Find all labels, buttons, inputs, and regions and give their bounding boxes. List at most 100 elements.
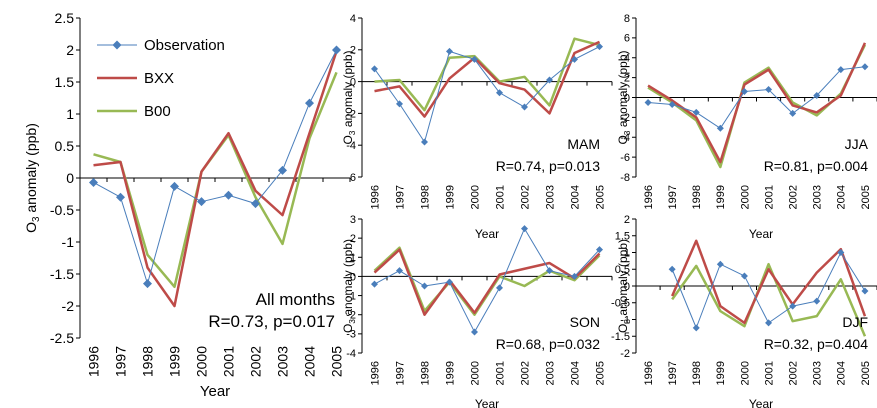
x-tick-label: 1997 bbox=[667, 185, 679, 209]
data-point bbox=[496, 284, 503, 292]
x-tick-label: 2002 bbox=[788, 185, 800, 209]
data-point bbox=[251, 199, 260, 209]
panel-jja: -8 -6 -4 -2 0 2 4 6 8 1996 1997 1998 1999 2000 2001 200… bbox=[616, 13, 877, 241]
y-tick-label: -8 bbox=[620, 172, 630, 184]
data-point bbox=[789, 302, 797, 310]
x-tick-label: 1999 bbox=[715, 185, 727, 209]
x-tick-label: 1998 bbox=[139, 346, 155, 377]
x-tick-label: 1997 bbox=[112, 346, 128, 377]
data-point bbox=[421, 138, 428, 146]
data-point bbox=[89, 177, 98, 187]
data-point bbox=[837, 66, 845, 74]
x-tick-label: 2000 bbox=[193, 346, 209, 377]
y-tick-label: -1 bbox=[62, 234, 75, 250]
data-point bbox=[668, 100, 676, 108]
y-tick-label: -6 bbox=[620, 152, 630, 164]
series-line-bxx bbox=[93, 50, 338, 308]
data-point bbox=[571, 55, 578, 63]
y-tick-label: 3 bbox=[350, 214, 356, 226]
legend-label: B00 bbox=[144, 103, 171, 120]
x-tick-label: 2001 bbox=[220, 346, 236, 377]
x-tick-label: 2003 bbox=[812, 185, 824, 209]
x-tick-label: 1997 bbox=[394, 185, 406, 209]
y-tick-label: 8 bbox=[624, 13, 630, 25]
y-tick-label: 2.5 bbox=[55, 10, 75, 26]
data-point bbox=[837, 249, 845, 256]
x-tick-label: 2000 bbox=[739, 185, 751, 209]
x-tick-label: 2004 bbox=[836, 185, 848, 209]
data-point bbox=[644, 98, 652, 106]
y-axis-title-o: O bbox=[341, 135, 355, 144]
y-tick-label: -3 bbox=[346, 329, 356, 341]
x-tick-label: 2003 bbox=[274, 346, 290, 377]
y-axis-title: O3 anomaly (ppb) bbox=[341, 239, 357, 333]
legend-label: Observation bbox=[144, 37, 225, 54]
series-line-observation bbox=[374, 46, 600, 143]
x-tick-label: 1998 bbox=[691, 185, 703, 209]
data-point bbox=[765, 319, 773, 327]
x-tick-label: 2005 bbox=[860, 185, 872, 209]
y-tick-label: 0.5 bbox=[55, 138, 75, 154]
y-tick-label: 0 bbox=[66, 170, 74, 186]
x-tick-label: 2004 bbox=[836, 361, 848, 385]
y-tick-label: 4 bbox=[350, 13, 356, 25]
data-point bbox=[861, 287, 869, 295]
y-axis-title: O3 anomaly (ppb) bbox=[616, 239, 632, 333]
x-tick-label: 2002 bbox=[519, 361, 531, 385]
data-point bbox=[789, 109, 797, 117]
x-axis-title: Year bbox=[475, 397, 499, 408]
legend-label: BXX bbox=[144, 70, 174, 87]
y-tick-label: 1.5 bbox=[55, 74, 75, 90]
y-tick-label: -4 bbox=[346, 140, 356, 152]
series-line-b00 bbox=[373, 246, 601, 316]
data-point bbox=[765, 86, 773, 94]
data-point bbox=[116, 192, 125, 202]
y-tick-label: -4 bbox=[346, 348, 356, 360]
y-tick-label: 1 bbox=[624, 247, 630, 259]
series-line-bxx bbox=[671, 239, 867, 325]
x-tick-label: 1999 bbox=[715, 361, 727, 385]
data-point bbox=[740, 272, 748, 280]
x-tick-label: 2000 bbox=[469, 185, 481, 209]
data-point bbox=[170, 181, 179, 191]
y-tick-label: 2 bbox=[66, 42, 74, 58]
x-tick-label: 2004 bbox=[301, 346, 317, 377]
season-label: SON bbox=[570, 314, 600, 330]
data-point bbox=[371, 65, 378, 73]
season-label: MAM bbox=[567, 136, 600, 152]
y-tick-label: 0 bbox=[624, 92, 630, 104]
data-point bbox=[421, 282, 428, 290]
stat-label: R=0.32, p=0.404 bbox=[764, 336, 869, 352]
x-tick-label: 2001 bbox=[494, 361, 506, 385]
y-tick-label: -2 bbox=[620, 348, 630, 360]
data-point bbox=[692, 108, 700, 116]
y-tick-label: -2 bbox=[346, 108, 356, 120]
y-tick-label: 2 bbox=[350, 233, 356, 245]
x-axis-title: Year bbox=[749, 397, 773, 408]
data-point bbox=[521, 225, 528, 233]
y-tick-label: 1.5 bbox=[615, 231, 630, 243]
season-label: All months bbox=[256, 290, 335, 309]
y-axis-title-sub: 3 bbox=[622, 130, 632, 135]
data-point bbox=[143, 279, 152, 289]
stat-label: R=0.73, p=0.017 bbox=[208, 312, 335, 331]
x-tick-label: 2003 bbox=[544, 361, 556, 385]
x-tick-label: 2001 bbox=[763, 185, 775, 209]
data-point bbox=[596, 43, 603, 51]
y-tick-label: -4 bbox=[620, 132, 630, 144]
x-tick-label: 1996 bbox=[369, 185, 381, 209]
data-point bbox=[278, 165, 287, 175]
data-point bbox=[692, 324, 700, 332]
data-point bbox=[305, 98, 314, 108]
data-point bbox=[813, 92, 821, 100]
data-point bbox=[740, 88, 748, 96]
data-point bbox=[471, 328, 478, 336]
x-tick-label: 2005 bbox=[594, 361, 606, 385]
data-point bbox=[371, 280, 378, 288]
x-tick-label: 2005 bbox=[328, 346, 344, 377]
y-axis-title-o: O bbox=[23, 222, 39, 233]
y-tick-label: -2 bbox=[620, 112, 630, 124]
data-point bbox=[396, 100, 403, 108]
data-point bbox=[446, 278, 453, 286]
